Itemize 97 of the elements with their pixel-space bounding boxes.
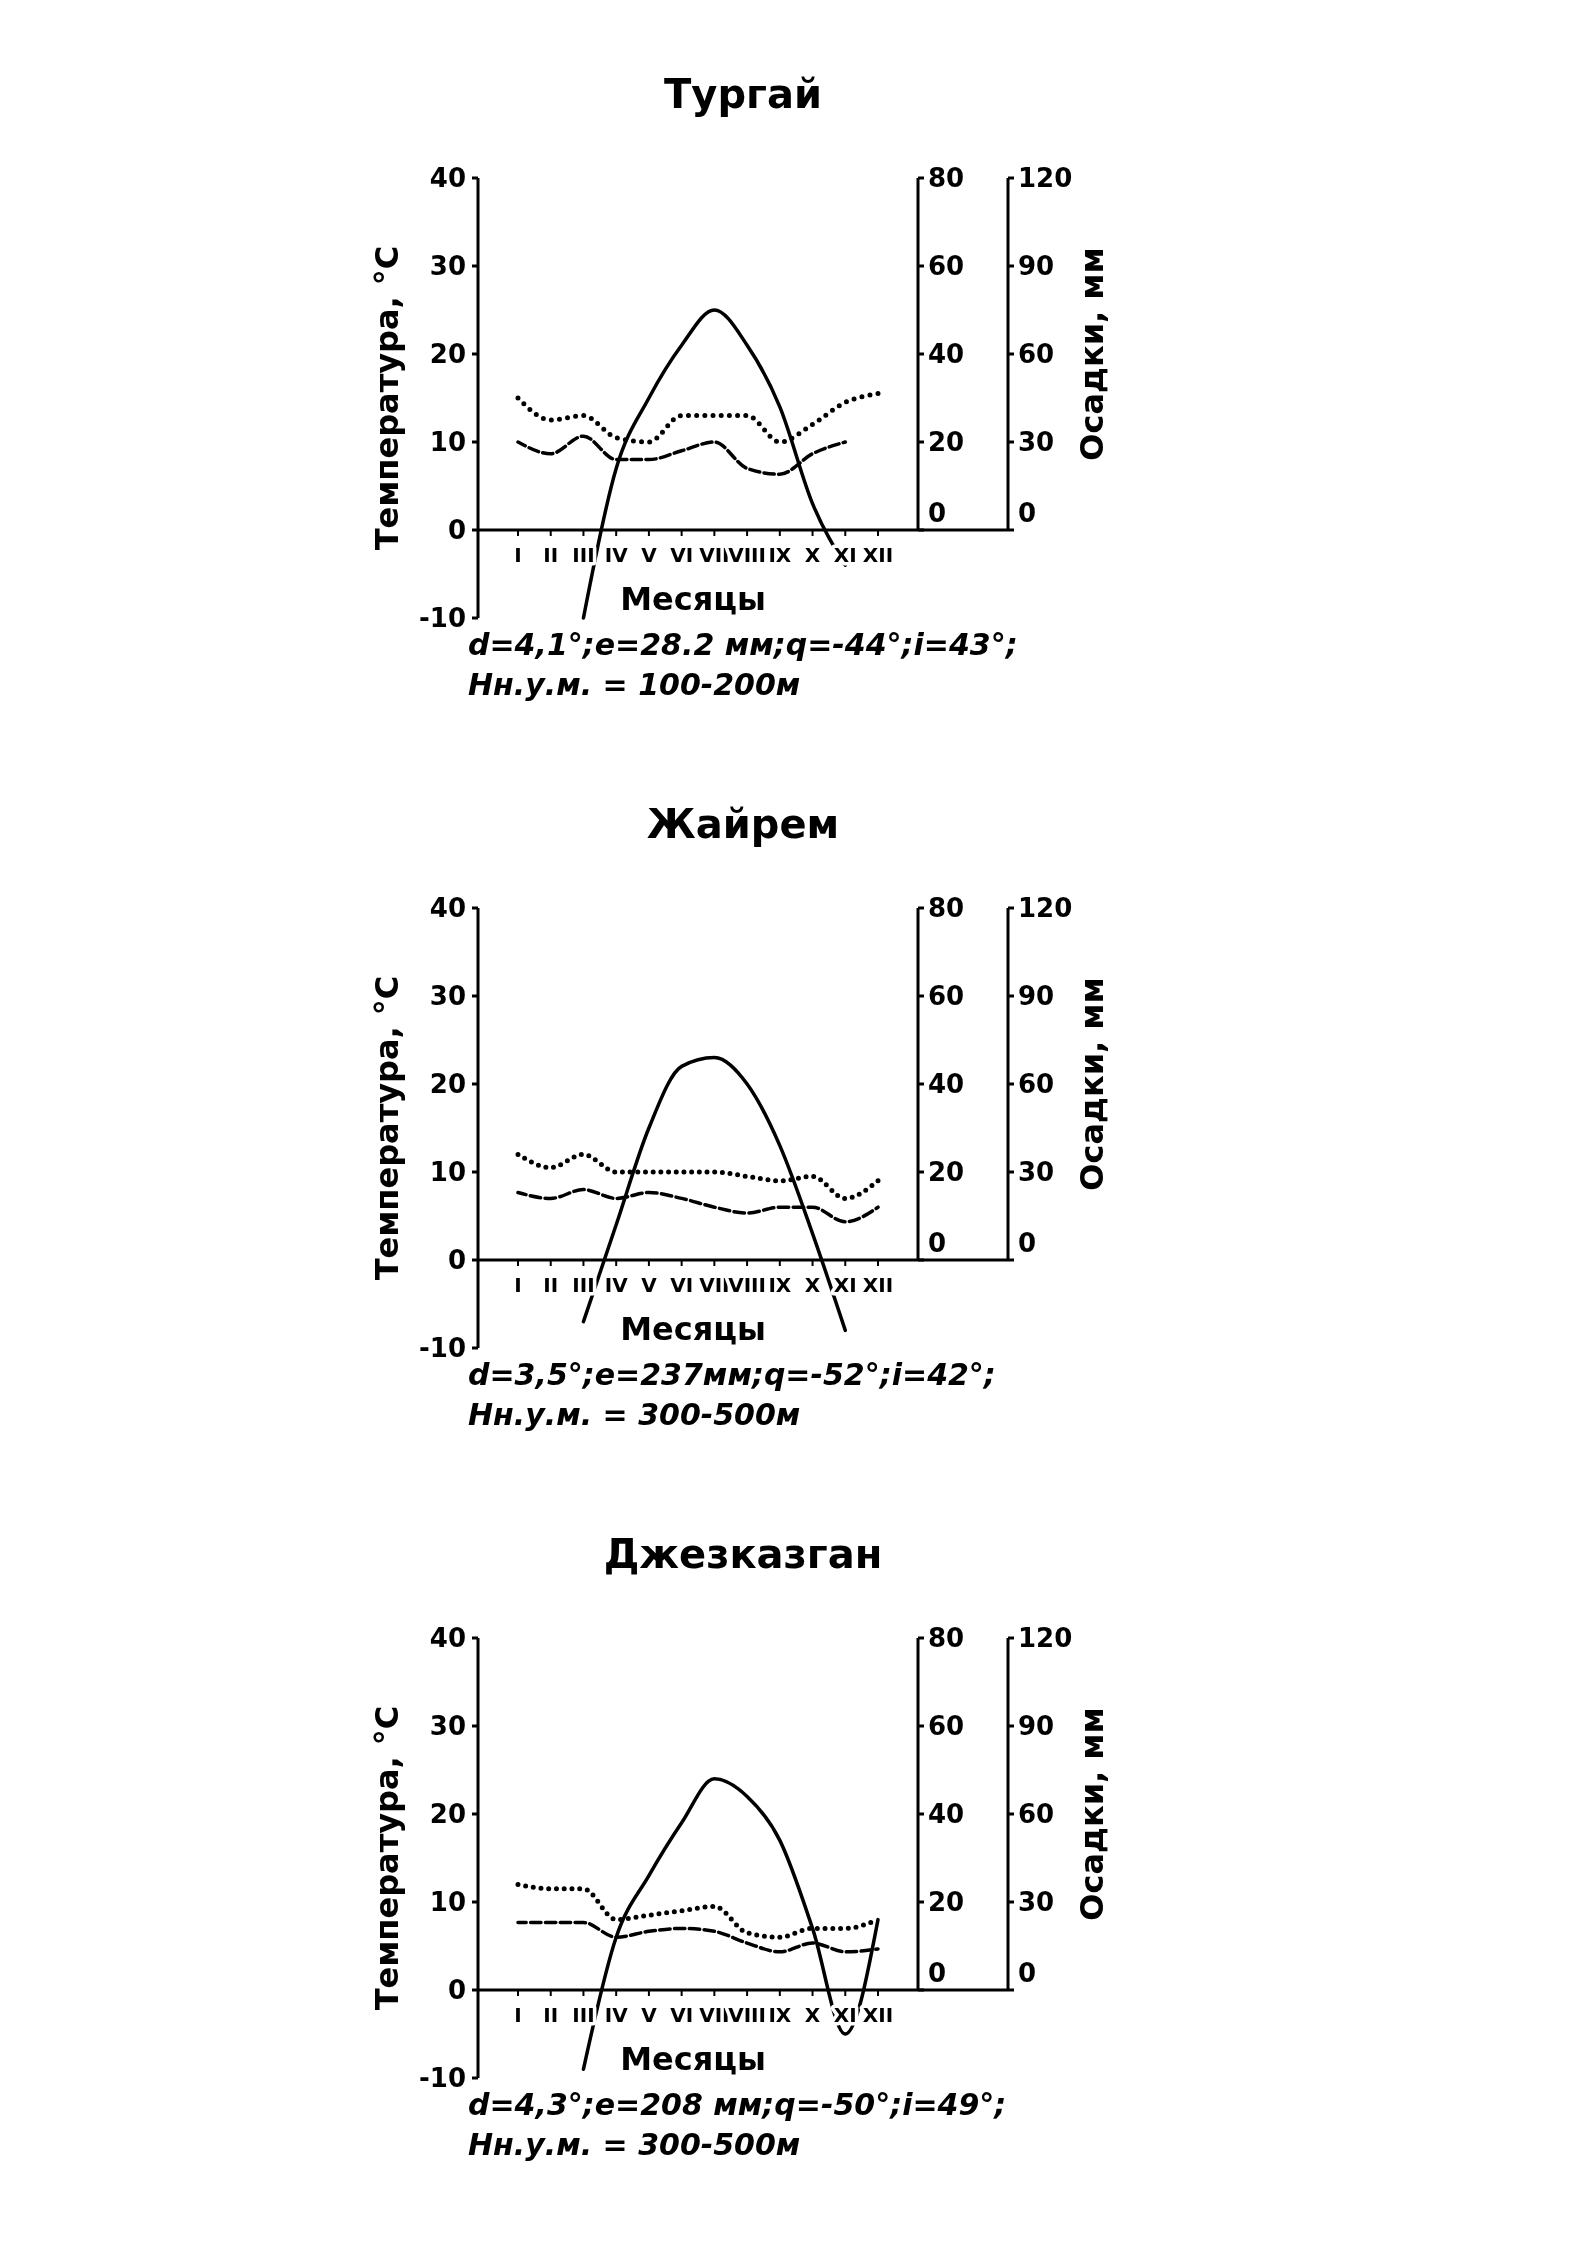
x-tick-label: VI xyxy=(670,1273,694,1297)
x-tick-label: III xyxy=(572,543,595,567)
y2-tick-label: 20 xyxy=(928,1157,965,1188)
chart-title: Тургай xyxy=(664,71,822,117)
y2-tick-label: 0 xyxy=(928,498,947,529)
x-tick-label: IX xyxy=(768,543,792,567)
text: Hн.у.м. = 100-200м xyxy=(468,667,801,702)
y3-tick-label: 120 xyxy=(1018,1623,1073,1654)
text: d=4,1°;e=28.2 мм;q=-44°;i=43°; xyxy=(468,627,1018,662)
y-tick-label: 0 xyxy=(447,1245,466,1276)
x-tick-label: V xyxy=(641,1273,658,1297)
y-tick-label: 40 xyxy=(429,893,466,924)
x-tick-label: II xyxy=(543,2003,559,2027)
x-tick-label: III xyxy=(572,2003,595,2027)
y-tick-label: 10 xyxy=(429,1887,466,1918)
y2-tick-label: 0 xyxy=(928,1958,947,1989)
y-tick-label: 40 xyxy=(429,163,466,194)
x-tick-label: V xyxy=(641,543,658,567)
y3-tick-label: 30 xyxy=(1018,427,1055,458)
chart-title: Жайрем xyxy=(646,801,840,847)
x-tick-label: X xyxy=(804,1273,821,1297)
x-axis-title: Месяцы xyxy=(620,1310,766,1348)
x-tick-label: I xyxy=(514,2003,522,2027)
y3-tick-label: 60 xyxy=(1018,1069,1055,1100)
y2-axis-title: Осадки, мм xyxy=(1073,977,1111,1191)
y2-tick-label: 80 xyxy=(928,163,965,194)
y-tick-label: 40 xyxy=(429,1623,466,1654)
x-axis-title: Месяцы xyxy=(620,580,766,618)
y3-tick-label: 0 xyxy=(1018,498,1037,529)
y3-tick-label: 120 xyxy=(1018,893,1073,924)
x-tick-label: IX xyxy=(768,1273,792,1297)
y2-tick-label: 20 xyxy=(928,1887,965,1918)
y2-axis-title: Осадки, мм xyxy=(1073,1707,1111,1921)
x-tick-label: II xyxy=(543,1273,559,1297)
y3-tick-label: 60 xyxy=(1018,339,1055,370)
x-tick-label: I xyxy=(514,1273,522,1297)
text: d=4,3°;e=208 мм;q=-50°;i=49°; xyxy=(468,2087,1007,2122)
y-axis-title: Температура, °C xyxy=(368,975,406,1281)
x-tick-label: II xyxy=(543,543,559,567)
y-tick-label: 20 xyxy=(429,1799,466,1830)
x-tick-label: VIII xyxy=(728,2003,766,2027)
y2-axis-title: Осадки, мм xyxy=(1073,247,1111,461)
chart-title: Джезказган xyxy=(603,1531,883,1577)
y-tick-label: 30 xyxy=(429,981,466,1012)
x-tick-label: IV xyxy=(604,543,629,567)
y3-tick-label: 0 xyxy=(1018,1958,1037,1989)
y-tick-label: 0 xyxy=(447,515,466,546)
x-tick-label: X xyxy=(804,2003,821,2027)
x-tick-label: XII xyxy=(862,1273,894,1297)
y2-tick-label: 40 xyxy=(928,339,965,370)
x-tick-label: VIII xyxy=(728,1273,766,1297)
y3-tick-label: 30 xyxy=(1018,1887,1055,1918)
y2-tick-label: 40 xyxy=(928,1799,965,1830)
y2-tick-label: 60 xyxy=(928,981,965,1012)
x-tick-label: III xyxy=(572,1273,595,1297)
x-tick-label: I xyxy=(514,543,522,567)
x-tick-label: IV xyxy=(604,1273,629,1297)
x-tick-label: VI xyxy=(670,543,694,567)
y2-tick-label: 80 xyxy=(928,893,965,924)
y-tick-label: 20 xyxy=(429,339,466,370)
x-axis-title: Месяцы xyxy=(620,2040,766,2078)
y-tick-label: 30 xyxy=(429,251,466,282)
text: Hн.у.м. = 300-500м xyxy=(468,1397,801,1432)
y3-tick-label: 60 xyxy=(1018,1799,1055,1830)
y-tick-label: -10 xyxy=(419,603,466,634)
y-tick-label: 10 xyxy=(429,427,466,458)
y3-tick-label: 90 xyxy=(1018,1711,1055,1742)
y2-tick-label: 20 xyxy=(928,427,965,458)
y-axis-title: Температура, °C xyxy=(368,1705,406,2011)
x-tick-label: VIII xyxy=(728,543,766,567)
y-tick-label: 20 xyxy=(429,1069,466,1100)
x-tick-label: XII xyxy=(862,543,894,567)
y2-tick-label: 40 xyxy=(928,1069,965,1100)
y2-tick-label: 60 xyxy=(928,1711,965,1742)
y-tick-label: 0 xyxy=(447,1975,466,2006)
x-tick-label: IV xyxy=(604,2003,629,2027)
y2-tick-label: 60 xyxy=(928,251,965,282)
x-tick-label: X xyxy=(804,543,821,567)
x-tick-label: XII xyxy=(862,2003,894,2027)
y-tick-label: 30 xyxy=(429,1711,466,1742)
y3-tick-label: 90 xyxy=(1018,251,1055,282)
y-tick-label: -10 xyxy=(419,1333,466,1364)
x-tick-label: IX xyxy=(768,2003,792,2027)
text: Hн.у.м. = 300-500м xyxy=(468,2127,801,2162)
y-axis-title: Температура, °C xyxy=(368,245,406,551)
y-tick-label: -10 xyxy=(419,2063,466,2094)
y2-tick-label: 80 xyxy=(928,1623,965,1654)
y3-tick-label: 120 xyxy=(1018,163,1073,194)
x-tick-label: XI xyxy=(833,1273,857,1297)
y3-tick-label: 30 xyxy=(1018,1157,1055,1188)
x-tick-label: VI xyxy=(670,2003,694,2027)
y3-tick-label: 90 xyxy=(1018,981,1055,1012)
x-tick-label: V xyxy=(641,2003,658,2027)
text: d=3,5°;e=237мм;q=-52°;i=42°; xyxy=(468,1357,996,1392)
y3-tick-label: 0 xyxy=(1018,1228,1037,1259)
y2-tick-label: 0 xyxy=(928,1228,947,1259)
y-tick-label: 10 xyxy=(429,1157,466,1188)
